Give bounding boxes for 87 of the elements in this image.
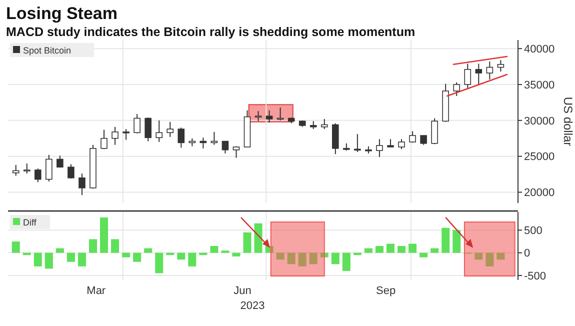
bar (309, 252, 318, 264)
candlestick (166, 121, 174, 138)
y-tick-label: 0 (524, 248, 530, 260)
legend-label: Spot Bitcoin (23, 46, 72, 56)
bar (12, 241, 20, 253)
bar (474, 252, 483, 260)
y-tick-label: 500 (524, 224, 542, 237)
candlestick (46, 154, 52, 182)
candlestick (376, 138, 383, 158)
candlestick (156, 120, 163, 142)
bar (276, 252, 284, 260)
bar (254, 223, 262, 253)
bar (287, 252, 296, 264)
candlestick (222, 140, 229, 154)
bar (398, 246, 406, 253)
y-tick-label: 40000 (524, 43, 555, 56)
candlestick (122, 128, 130, 140)
candlestick (112, 126, 118, 146)
bar (210, 246, 218, 253)
candlestick (453, 82, 460, 97)
bar (155, 252, 164, 274)
bar (232, 252, 240, 256)
y-tick-label: 35000 (524, 79, 555, 92)
candlestick (332, 122, 339, 155)
bar (100, 217, 108, 253)
candlestick (210, 131, 218, 146)
bar (144, 248, 152, 253)
candlestick (320, 118, 328, 130)
bar (375, 246, 384, 253)
y-tick-label: -500 (524, 270, 546, 282)
candlestick (23, 163, 30, 174)
candlestick (254, 110, 262, 122)
bar (342, 252, 350, 271)
bar (56, 248, 64, 253)
bar (496, 252, 505, 260)
x-axis-title: 2023 (240, 300, 265, 312)
bar (34, 252, 42, 266)
bar (486, 252, 494, 266)
bar (243, 232, 252, 253)
chart-subtitle: MACD study indicates the Bitcoin rally is shedding some momentum (6, 25, 416, 39)
x-tick-label: Jun (234, 285, 252, 297)
candlestick (398, 138, 405, 150)
bar (364, 248, 372, 253)
bar (133, 252, 142, 262)
x-tick-label: Sep (376, 285, 396, 297)
candlestick (78, 173, 86, 196)
bar (78, 252, 86, 266)
bar (44, 252, 53, 269)
candlestick (486, 61, 494, 80)
bar (122, 252, 130, 258)
candlestick (354, 134, 361, 153)
chart-title: Losing Steam (6, 4, 118, 23)
bar (188, 252, 196, 266)
bar (442, 228, 450, 253)
candlestick (420, 135, 427, 146)
candlestick (475, 63, 482, 86)
y-tick-label: 30000 (524, 115, 555, 128)
bar (320, 252, 328, 258)
bar (298, 252, 306, 266)
bar (420, 252, 428, 258)
bar (66, 252, 75, 262)
candlestick (134, 113, 140, 134)
candlestick (100, 129, 108, 150)
bar (89, 239, 97, 253)
candlestick (200, 137, 207, 149)
candlestick (144, 117, 152, 142)
candlestick (464, 63, 472, 89)
legend-label: Diff (23, 218, 37, 228)
bar (177, 252, 186, 260)
candlestick (178, 127, 185, 148)
x-tick-label: Mar (86, 285, 106, 297)
bar (408, 244, 417, 253)
candlestick (56, 155, 64, 168)
y-axis-title: US dollar (561, 96, 575, 146)
bar (430, 248, 439, 253)
y-tick-label: 20000 (524, 187, 555, 200)
candlestick (431, 118, 438, 145)
bar (331, 252, 340, 264)
bar (452, 230, 461, 253)
y-tick-label: 25000 (524, 151, 555, 164)
candlestick (12, 164, 20, 176)
candlestick (34, 168, 42, 183)
candlestick (68, 164, 74, 180)
candlestick (497, 60, 504, 72)
bar (386, 244, 394, 253)
bar (111, 239, 120, 253)
candlestick (266, 110, 273, 124)
